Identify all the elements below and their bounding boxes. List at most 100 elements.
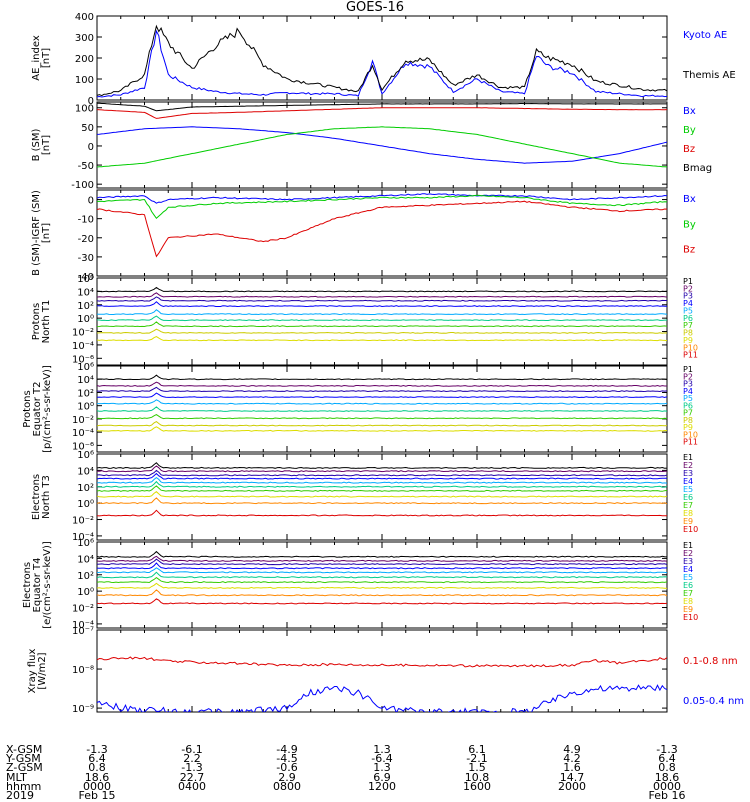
footer-cell: -6.4 — [371, 752, 393, 766]
footer-row: X-GSM -1.3 -6.1 -4.9 1.3 6.1 4.9 -1.3 — [6, 744, 746, 755]
series-line-e8 — [97, 582, 667, 589]
footer-cell: 1.6 — [563, 761, 581, 775]
legend-entry: P4 — [683, 387, 693, 396]
legend-entry: P5 — [683, 306, 693, 315]
y-tick-label: 10⁻⁸ — [72, 665, 94, 676]
y-axis-label-line: Xray flux — [27, 649, 38, 694]
y-tick-label: -50 — [78, 161, 94, 172]
y-axis-label-line: Equator T4 — [32, 558, 43, 613]
series-group — [97, 24, 667, 98]
footer-cell: -4.9 — [276, 743, 298, 756]
series-line-p7 — [97, 321, 667, 328]
legend-entry: P10 — [683, 430, 698, 439]
y-tick-label: -30 — [78, 253, 94, 264]
y-tick-label: 10² — [77, 301, 94, 312]
y-axis-label-line: [nT] — [41, 135, 52, 155]
legend-entry: P3 — [683, 380, 693, 389]
panel-3: 0 -10 -20 -30 -40 B (SM)-IGRF (SM)[nT] Bx By Bz — [31, 189, 696, 283]
series-line-e4 — [97, 472, 667, 480]
footer-cell: 1200 — [368, 779, 396, 793]
footer-cell: 0400 — [178, 779, 206, 793]
series-line-e5 — [97, 567, 667, 574]
y-tick-label: 10⁴ — [77, 554, 94, 565]
legend-entry: E9 — [683, 605, 693, 614]
series-line-e9 — [97, 497, 667, 505]
panel-frame — [96, 629, 668, 713]
y-axis-label-line: Equator T2 — [32, 382, 43, 437]
y-axis-label-line: [nT] — [41, 48, 52, 68]
footer-cell: -0.6 — [276, 761, 298, 775]
y-tick-label: 10⁻⁷ — [72, 626, 94, 637]
footer-cell: -1.3 — [86, 743, 108, 756]
series-group — [97, 462, 667, 517]
series-line-p2 — [97, 292, 667, 298]
legend-entry: Bmag — [683, 163, 712, 174]
legend-entry: E1 — [683, 541, 693, 550]
y-tick-label: 10⁻⁹ — [72, 704, 94, 715]
legend-entry: E10 — [683, 613, 698, 622]
y-axis-label-line: Electrons — [31, 474, 42, 520]
series-group — [97, 374, 667, 432]
y-tick-label: 10⁰ — [77, 402, 94, 413]
series-line-p1 — [97, 286, 667, 293]
y-tick-label: 10⁻⁶ — [72, 354, 94, 365]
footer-row-label: 2019 — [6, 789, 34, 802]
y-axis-label-line: B (SM) — [31, 128, 42, 161]
footer-cell: 14.7 — [559, 770, 585, 784]
panel-1: 400 300 200 100 0 AE_index[nT] Kyoto AE Themis … — [31, 12, 736, 107]
y-axis-label-line: [W/m2] — [37, 652, 48, 689]
footer-cell: Feb 15 — [78, 789, 116, 802]
legend-entry: 0.1-0.8 nm — [683, 656, 738, 667]
footer-cell: 6.4 — [658, 752, 676, 766]
legend-entry: E2 — [683, 549, 693, 558]
series-line-e2 — [97, 465, 667, 473]
legend-entry: P11 — [683, 351, 698, 360]
legend-entry: P11 — [683, 438, 698, 447]
footer-cell: 1600 — [463, 779, 491, 793]
y-tick-label: 50 — [81, 123, 94, 134]
y-axis-label-line: [nT] — [41, 223, 52, 243]
footer-row-label: MLT — [6, 770, 27, 784]
series-line-p8 — [97, 421, 667, 427]
y-axis-label-line: North T1 — [41, 300, 52, 344]
series-line-0-05-0-4-nm — [97, 684, 667, 712]
footer-row: hhmm 0000 0400 0800 1200 1600 2000 0000 — [6, 781, 746, 792]
footer-cell: 0000 — [83, 779, 111, 793]
series-line-e2 — [97, 555, 667, 562]
footer-cell: 1.5 — [468, 761, 486, 775]
footer-cell: 2000 — [558, 779, 586, 793]
footer-cell: 1.3 — [373, 761, 391, 775]
series-group — [97, 102, 667, 168]
series-line-e9 — [97, 589, 667, 597]
series-line-by — [97, 194, 667, 220]
y-tick-label: 10⁻⁴ — [72, 341, 94, 352]
footer-row-label: Z-GSM — [6, 761, 43, 775]
y-tick-label: 100 — [75, 104, 94, 115]
y-axis-label: ProtonsEquator T2[p/(cm²-s-sr-keV)] — [22, 365, 53, 453]
y-tick-label: 10⁻⁴ — [72, 532, 94, 543]
legend-entry: Bx — [683, 106, 696, 117]
panel-8: 10⁻⁷ 10⁻⁸ 10⁻⁹ Xray flux[W/m2] 0.1-0.8 nm 0.0… — [27, 626, 744, 715]
series-line-p5 — [97, 309, 667, 316]
legend-entry: P3 — [683, 292, 693, 301]
series-line-e4 — [97, 562, 667, 570]
legend-entry: P5 — [683, 394, 693, 403]
footer-cell: 18.6 — [654, 770, 680, 784]
series-line-e7 — [97, 485, 667, 492]
legend-entry: E5 — [683, 573, 693, 582]
y-axis-label-line: [p/(cm²-s-sr-keV)] — [42, 365, 53, 453]
y-axis-label: ProtonsNorth T1 — [31, 300, 52, 344]
footer-cell: 0.8 — [658, 761, 676, 775]
footer-cell: 4.2 — [563, 752, 581, 766]
y-axis-label-line: AE_index — [31, 35, 42, 81]
y-axis-label: AE_index[nT] — [31, 35, 52, 81]
y-tick-label: -100 — [71, 180, 94, 191]
y-axis-label-line: [e/(cm²-s-sr-keV)] — [42, 541, 53, 629]
footer-cell: -1.3 — [656, 743, 678, 756]
legend-entry: Themis AE — [682, 70, 736, 81]
series-line-0-1-0-8-nm — [97, 656, 667, 668]
y-tick-label: -20 — [78, 234, 94, 245]
series-line-e1 — [97, 550, 667, 558]
